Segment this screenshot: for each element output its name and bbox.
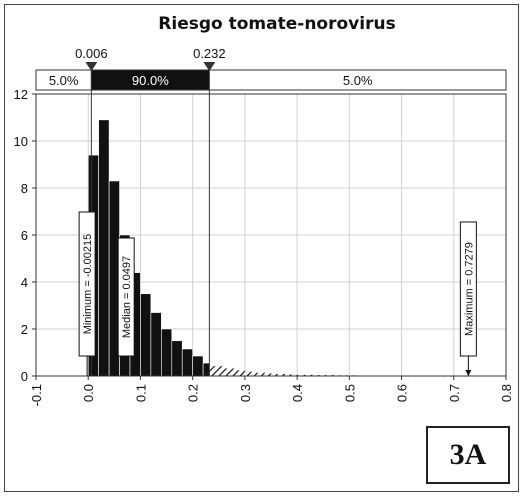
stat-label: Maximum = 0.7279 [463, 242, 475, 336]
x-tick-label: 0.3 [238, 384, 253, 402]
band-right-pct: 5.0% [343, 73, 373, 88]
stat-label-box [459, 221, 477, 357]
stat-label: Median = 0.0497 [121, 256, 133, 338]
histogram-bar [98, 119, 110, 377]
stat-marker: Minimum = -0.00215 [78, 211, 96, 376]
histogram-bar [224, 368, 235, 376]
figure-frame [4, 4, 519, 492]
interval-upper-marker [203, 62, 216, 71]
x-tick-label: 0.2 [186, 384, 201, 402]
percentile-band: 5.0% 90.0% 5.0% 0.006 0.232 [35, 46, 507, 376]
y-tick-label: 10 [14, 134, 28, 149]
x-tick-label: 0.0 [81, 384, 96, 402]
x-tick-label: 0.7 [447, 384, 462, 402]
interval-lower-label: 0.006 [75, 46, 108, 61]
band-right [208, 69, 507, 91]
stat-label-box [117, 237, 135, 357]
band-middle-pct: 90.0% [132, 73, 169, 88]
axes: 0 2 4 6 8 10 12 -0.1 0.0 0.1 0.2 0.3 0.4 0.5 0.6 0.7 0.8 [14, 87, 514, 406]
stat-label-box [78, 211, 96, 357]
x-tick-label: 0.6 [395, 384, 410, 402]
x-tick-label: 0.4 [290, 384, 305, 402]
y-tick-label: 2 [21, 322, 28, 337]
histogram-bar [140, 293, 152, 377]
histogram-bar [209, 366, 224, 376]
y-tick-label: 6 [21, 228, 28, 243]
panel-label: 3A [426, 426, 510, 484]
x-tick-label: 0.8 [499, 384, 514, 402]
histogram-bar [244, 371, 256, 376]
stat-label: Minimum = -0.00215 [82, 234, 94, 335]
x-tick-label: 0.5 [342, 384, 357, 402]
stat-marker: Maximum = 0.7279 [459, 221, 477, 376]
histogram-bar [265, 373, 277, 376]
x-tick-label: -0.1 [29, 384, 44, 406]
histogram-bar [297, 374, 318, 376]
stat-marker: Median = 0.0497 [113, 237, 135, 376]
histogram-bar [255, 372, 266, 376]
histogram-bar [234, 370, 245, 376]
histogram-bar [286, 374, 298, 376]
band-left-pct: 5.0% [49, 73, 79, 88]
y-tick-label: 0 [21, 369, 28, 384]
y-tick-label: 4 [21, 275, 28, 290]
histogram-bar [192, 355, 204, 377]
y-tick-label: 8 [21, 181, 28, 196]
histogram-bar [181, 348, 193, 377]
histogram-bar [202, 362, 210, 377]
stat-marker-arrow [465, 370, 472, 376]
y-tick-label: 12 [14, 87, 28, 102]
chart-title: Riesgo tomate-norovirus [158, 14, 395, 34]
x-tick-label: 0.1 [133, 384, 148, 402]
histogram-bar [161, 328, 173, 377]
interval-upper-label: 0.232 [193, 46, 226, 61]
histogram-bar [276, 373, 287, 376]
interval-lower-marker [85, 62, 98, 71]
stat-markers: Minimum = -0.00215 Median = 0.0497 Maximum… [78, 211, 477, 376]
histogram-bar [150, 312, 162, 377]
histogram-bar [171, 340, 183, 377]
